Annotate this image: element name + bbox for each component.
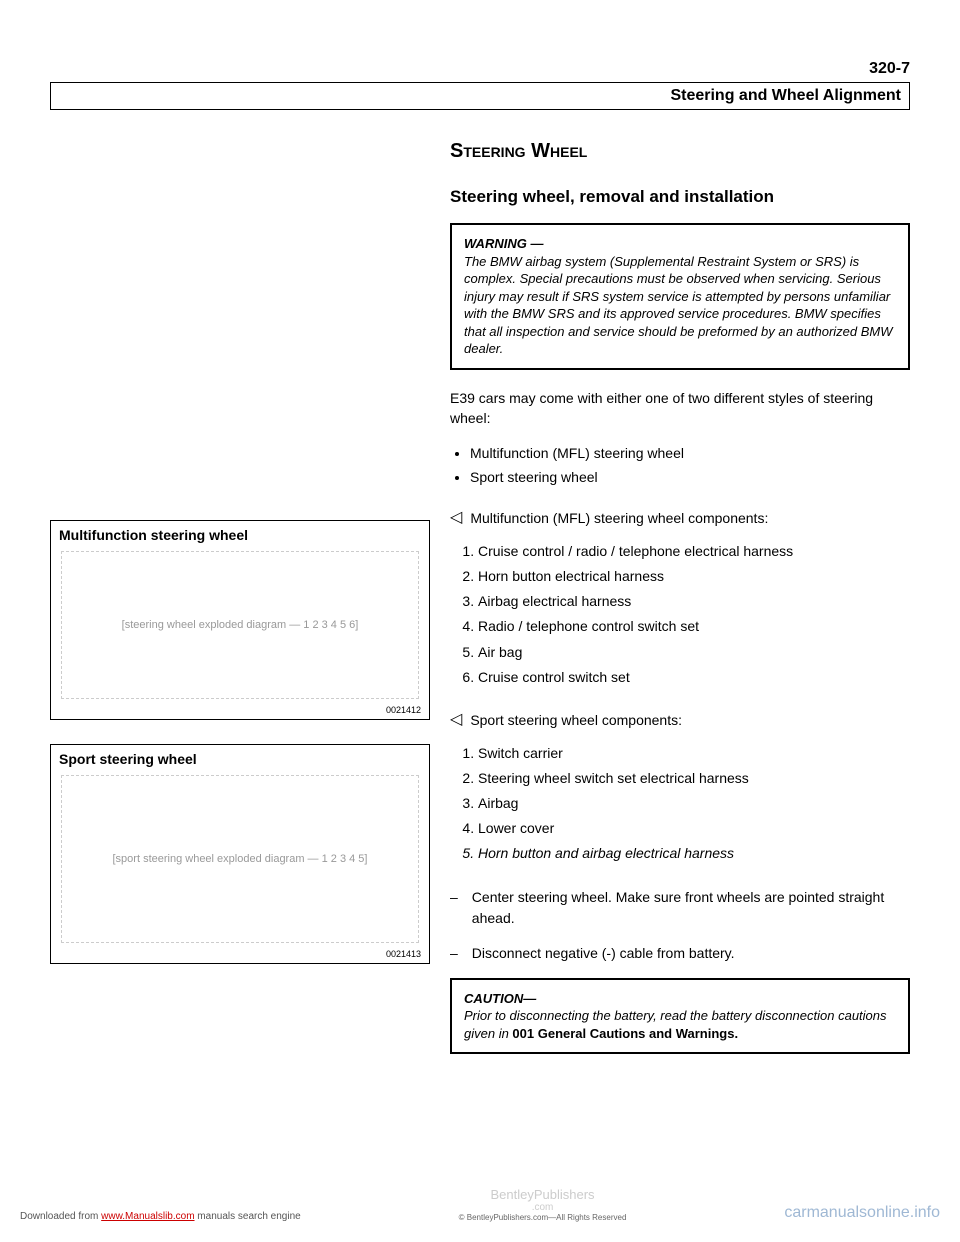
footer-text: Downloaded from	[20, 1211, 101, 1222]
procedure-step: – Disconnect negative (-) cable from bat…	[450, 943, 910, 964]
list-item: Air bag	[478, 640, 910, 665]
mfl-components-list: Cruise control / radio / telephone elect…	[450, 539, 910, 690]
step-text: Disconnect negative (-) cable from batte…	[472, 943, 735, 964]
publisher-name: BentleyPublishers	[301, 1187, 785, 1202]
list-item: Cruise control / radio / telephone elect…	[478, 539, 910, 564]
sport-components-list: Switch carrier Steering wheel switch set…	[450, 741, 910, 867]
manualslib-link[interactable]: www.Manualslib.com	[101, 1211, 194, 1222]
warning-box: WARNING — The BMW airbag system (Supplem…	[450, 223, 910, 370]
label: Multifunction (MFL) steering wheel compo…	[470, 508, 768, 528]
label: Sport steering wheel components:	[470, 710, 682, 730]
list-item: Airbag electrical harness	[478, 589, 910, 614]
list-item: Horn button electrical harness	[478, 564, 910, 589]
page-number: 320-7	[50, 60, 910, 78]
figure-diagram-placeholder: [sport steering wheel exploded diagram —…	[61, 775, 419, 943]
publisher-domain: .com	[301, 1202, 785, 1213]
warning-title: WARNING —	[464, 236, 543, 251]
caution-title: CAUTION—	[464, 991, 536, 1006]
mfl-components-heading: ◁ Multifunction (MFL) steering wheel com…	[450, 508, 910, 529]
figures-column: Multifunction steering wheel [steering w…	[50, 140, 430, 1072]
wheel-types-list: Multifunction (MFL) steering wheel Sport…	[450, 442, 910, 490]
footer-left: Downloaded from www.Manualslib.com manua…	[20, 1211, 301, 1222]
list-item: Switch carrier	[478, 741, 910, 766]
text-column: Steering Wheel Steering wheel, removal a…	[450, 140, 910, 1072]
subsection-heading: Steering wheel, removal and installation	[450, 187, 910, 207]
caution-box: CAUTION— Prior to disconnecting the batt…	[450, 978, 910, 1055]
pointer-icon: ◁	[450, 508, 462, 529]
list-item: Steering wheel switch set electrical har…	[478, 766, 910, 791]
dash-icon: –	[450, 887, 458, 929]
list-item: Cruise control switch set	[478, 665, 910, 690]
list-item: Radio / telephone control switch set	[478, 614, 910, 639]
figure-sport-wheel: Sport steering wheel [sport steering whe…	[50, 744, 430, 964]
step-text: Center steering wheel. Make sure front w…	[472, 887, 910, 929]
figure-id: 0021412	[386, 705, 421, 715]
section-header-bar: Steering and Wheel Alignment	[50, 82, 910, 110]
copyright: © BentleyPublishers.com—All Rights Reser…	[301, 1213, 785, 1222]
list-item: Airbag	[478, 791, 910, 816]
page-footer: Downloaded from www.Manualslib.com manua…	[0, 1187, 960, 1222]
warning-text: The BMW airbag system (Supplemental Rest…	[464, 254, 893, 357]
procedure-step: – Center steering wheel. Make sure front…	[450, 887, 910, 929]
sport-components-heading: ◁ Sport steering wheel components:	[450, 710, 910, 731]
footer-center: BentleyPublishers .com © BentleyPublishe…	[301, 1187, 785, 1222]
footer-text: manuals search engine	[195, 1211, 301, 1222]
figure-diagram-placeholder: [steering wheel exploded diagram — 1 2 3…	[61, 551, 419, 699]
section-heading: Steering Wheel	[450, 140, 910, 163]
figure-mfl-wheel: Multifunction steering wheel [steering w…	[50, 520, 430, 720]
figure-id: 0021413	[386, 949, 421, 959]
list-item: Horn button and airbag electrical harnes…	[478, 841, 910, 866]
list-item: Multifunction (MFL) steering wheel	[470, 442, 910, 466]
caution-text-bold: 001 General Cautions and Warnings.	[512, 1026, 738, 1041]
caution-text: Prior to disconnecting the battery, read…	[464, 1008, 887, 1041]
figure-title: Sport steering wheel	[59, 751, 421, 768]
pointer-icon: ◁	[450, 710, 462, 731]
dash-icon: –	[450, 943, 458, 964]
footer-right-watermark: carmanualsonline.info	[784, 1204, 940, 1222]
list-item: Sport steering wheel	[470, 466, 910, 490]
figure-title: Multifunction steering wheel	[59, 527, 421, 544]
list-item: Lower cover	[478, 816, 910, 841]
intro-paragraph: E39 cars may come with either one of two…	[450, 388, 910, 429]
